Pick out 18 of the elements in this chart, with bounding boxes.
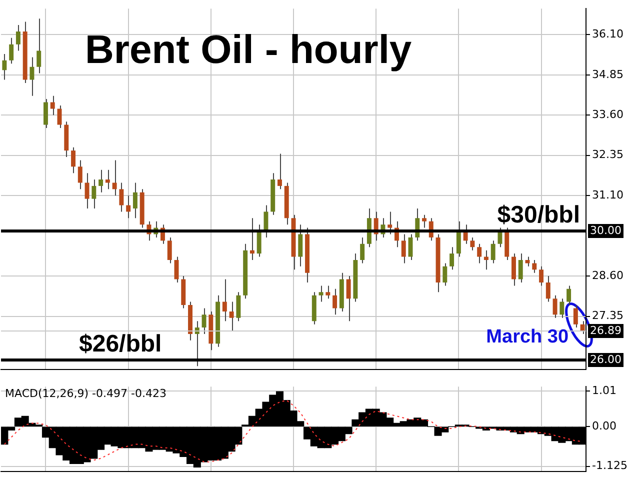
y-tick-label: 27.35 <box>592 309 624 322</box>
chart-title: MACD(12,26,9) -0.497 -0.423 <box>5 387 166 400</box>
ref-line-label: 30.00 <box>590 224 622 237</box>
y-tick-label: 33.60 <box>592 108 624 121</box>
annotation: $30/bbl <box>497 202 580 229</box>
annotation: March 30 <box>486 326 569 348</box>
annotation: $26/bbl <box>79 330 162 358</box>
y-tick-label: 0.00 <box>592 420 616 433</box>
y-tick-label: 28.60 <box>592 268 624 282</box>
y-tick-label: 1.01 <box>592 384 616 398</box>
y-tick-label: -1.125 <box>592 459 628 472</box>
y-tick-label: 36.10 <box>592 28 624 41</box>
ref-line-label: 26.00 <box>590 352 622 366</box>
y-tick-label: 34.85 <box>592 68 624 81</box>
text: Brent Oil - hourly <box>85 28 412 73</box>
y-tick-label: 32.35 <box>592 148 624 162</box>
y-tick-label: 31.10 <box>592 188 624 202</box>
ref-line-label: 26.89 <box>590 324 622 337</box>
